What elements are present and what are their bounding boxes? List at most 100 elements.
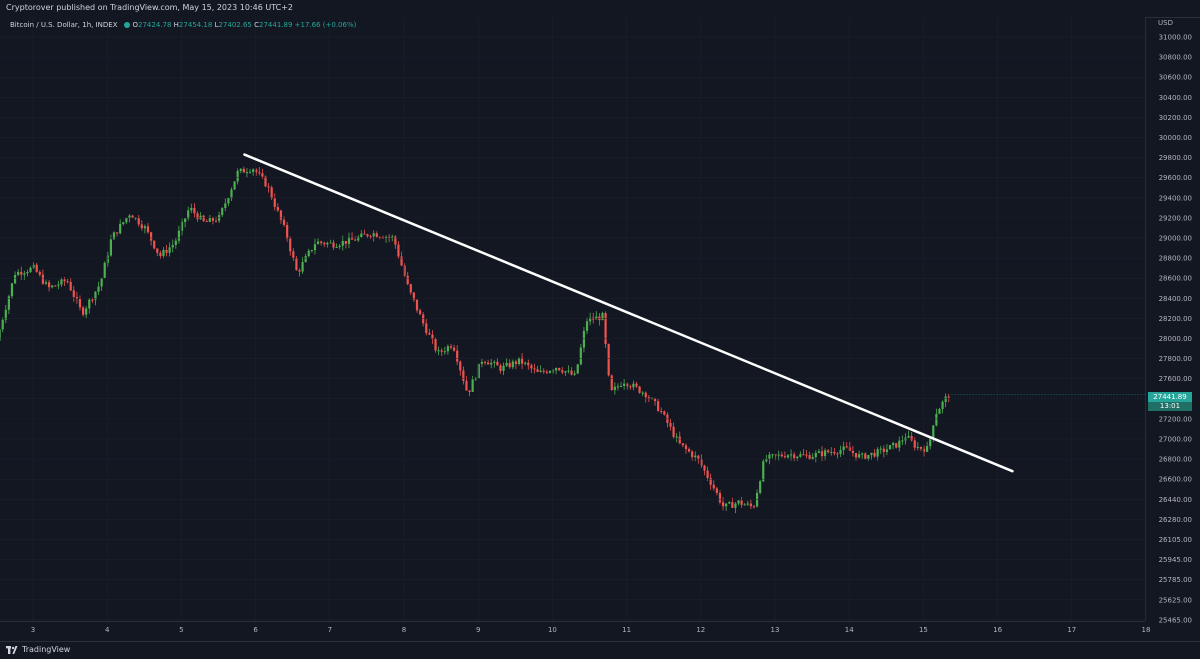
candle-down	[276, 207, 279, 211]
y-tick-label: 29200.00	[1159, 214, 1192, 222]
candle-up	[789, 454, 793, 456]
candle-down	[647, 397, 650, 399]
low-label: L	[214, 21, 219, 29]
candle-down	[558, 368, 561, 371]
candle-up	[517, 357, 521, 364]
candle-up	[480, 361, 484, 364]
time-axis: 3 4 5 6 7 8 9 10 11 12 13 14 15 16 17 18	[31, 17, 1150, 634]
candle-up	[595, 316, 598, 320]
footer-bar: TradingView	[0, 641, 1200, 659]
low-value: 27402.65	[218, 21, 252, 29]
candle-down	[845, 446, 848, 448]
candle-up	[623, 383, 626, 386]
candle-down	[409, 284, 412, 293]
candle-down	[533, 368, 536, 370]
candle-up	[879, 448, 882, 450]
candle-up	[799, 454, 802, 457]
candle-up	[632, 383, 635, 388]
candle-down	[261, 173, 264, 177]
y-tick-label: 26440.00	[1159, 496, 1192, 504]
candle-up	[23, 273, 26, 275]
candle-up	[227, 198, 230, 204]
x-tick-label: 10	[548, 626, 557, 634]
y-tick-label: 29400.00	[1159, 194, 1192, 202]
x-tick-label: 17	[1067, 626, 1076, 634]
candle-up	[511, 361, 514, 368]
candle-down	[805, 454, 808, 456]
candle-down	[638, 386, 641, 393]
candle-down	[542, 370, 545, 372]
candle-down	[258, 172, 261, 174]
candle-down	[434, 338, 437, 351]
candle-up	[839, 450, 842, 454]
y-tick-label: 28200.00	[1159, 315, 1192, 323]
y-tick-label: 27600.00	[1159, 375, 1192, 383]
candle-down	[196, 213, 199, 220]
candle-up	[737, 500, 740, 504]
candle-down	[848, 447, 851, 451]
candle-down	[706, 470, 709, 478]
publisher-text: Cryptorover published on TradingView.com…	[6, 3, 293, 12]
candle-up	[932, 425, 935, 438]
candle-up	[57, 284, 60, 286]
candle-up	[143, 226, 147, 229]
candle-up	[585, 321, 589, 331]
candle-down	[449, 346, 453, 348]
candle-down	[607, 344, 610, 376]
candle-down	[267, 186, 270, 188]
candle-up	[307, 250, 310, 257]
y-tick-label: 28400.00	[1159, 295, 1192, 303]
candle-down	[397, 244, 400, 257]
candle-up	[728, 502, 731, 504]
candle-up	[765, 458, 768, 462]
candle-up	[573, 373, 576, 375]
candle-up	[10, 283, 14, 297]
high-value: 27454.18	[178, 21, 213, 29]
y-tick-label: 28800.00	[1159, 255, 1192, 263]
candle-down	[873, 452, 876, 457]
x-tick-label: 4	[105, 626, 110, 634]
candle-up	[29, 267, 32, 273]
candle-down	[279, 210, 283, 220]
candle-up	[0, 329, 1, 341]
candle-down	[282, 219, 286, 226]
candle-up	[88, 299, 91, 309]
candle-down	[687, 448, 691, 452]
candle-up	[85, 308, 88, 315]
candle-up	[916, 446, 919, 448]
candle-up	[743, 504, 746, 506]
candle-up	[817, 451, 821, 453]
candle-down	[344, 240, 347, 244]
candle-up	[777, 454, 780, 456]
candle-down	[536, 369, 539, 372]
candle-up	[316, 241, 320, 245]
candle-down	[289, 238, 292, 252]
candle-down	[703, 465, 706, 471]
change-value: +17.66 (+0.06%)	[294, 21, 357, 29]
y-tick-label: 25465.00	[1159, 616, 1192, 624]
y-tick-label: 29600.00	[1159, 174, 1192, 182]
candle-up	[338, 245, 341, 247]
candle-up	[941, 401, 944, 410]
candle-up	[174, 240, 177, 245]
candle-down	[428, 333, 431, 335]
trendline[interactable]	[243, 153, 1014, 473]
candle-up	[44, 282, 48, 284]
candle-down	[882, 448, 885, 452]
candle-down	[214, 220, 218, 222]
candle-down	[910, 436, 913, 441]
candle-up	[119, 223, 122, 234]
candle-up	[26, 272, 29, 274]
candle-down	[629, 386, 632, 388]
candle-down	[697, 455, 700, 459]
candle-down	[793, 454, 796, 459]
candle-down	[202, 215, 205, 222]
candle-down	[332, 242, 335, 248]
currency-label: USD	[1158, 19, 1173, 27]
candle-up	[477, 363, 480, 379]
candle-down	[388, 236, 391, 238]
candle-up	[861, 453, 864, 455]
candle-up	[437, 350, 440, 352]
candle-down	[264, 176, 267, 187]
